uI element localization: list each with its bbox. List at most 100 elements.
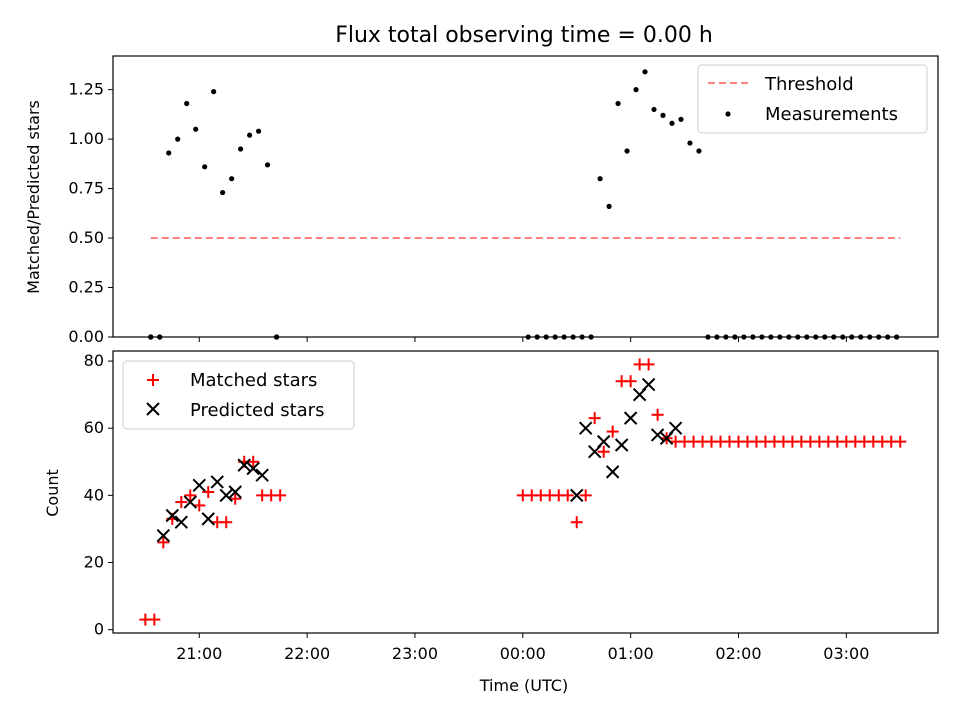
top-measurement-point (678, 116, 684, 122)
bottom-matched-point (202, 486, 215, 498)
top-ytick-label: 0.00 (68, 327, 104, 346)
top-ytick-label: 0.50 (68, 228, 104, 247)
bottom-predicted-point (623, 411, 638, 425)
bottom-xtick-label: 22:00 (284, 644, 330, 663)
bottom-matched-point (597, 445, 610, 458)
bottom-matched-point (193, 499, 206, 512)
legend-predicted-label: Predicted stars (190, 400, 324, 421)
bottom-predicted-point (210, 475, 224, 489)
bottom-xtick-label: 00:00 (500, 644, 546, 663)
top-ytick-label: 1.25 (68, 80, 104, 99)
bottom-matched-point (247, 455, 260, 468)
bottom-matched-point (220, 516, 233, 529)
bottom-ylabel: Count (43, 469, 62, 517)
bottom-predicted-point (641, 377, 656, 392)
top-measurement-point (202, 164, 208, 170)
bottom-ytick-label: 60 (84, 418, 104, 437)
chart-title: Flux total observing time = 0.00 h (335, 23, 713, 48)
bottom-ytick-label: 0 (94, 620, 104, 639)
legend-threshold-label: Threshold (764, 74, 854, 95)
top-measurement-point (175, 136, 181, 142)
top-measurement-point (255, 128, 262, 134)
top-plot-frame (112, 55, 939, 338)
bottom-predicted-point (156, 528, 171, 543)
legend-measurements-marker (725, 111, 731, 117)
bottom-predicted-point (219, 488, 233, 503)
top-measurement-point (229, 176, 235, 182)
bottom-legend-frame (122, 360, 355, 430)
bottom-predicted-point (605, 465, 620, 479)
bottom-xtick-label: 02:00 (715, 644, 761, 663)
top-measurement-point (633, 87, 639, 93)
top-legend-frame (697, 64, 928, 134)
bottom-predicted-point (579, 421, 593, 435)
bottom-matched-point (570, 516, 583, 529)
top-measurement-point (184, 100, 190, 107)
top-measurement-point (597, 176, 603, 182)
bottom-predicted-point (596, 434, 611, 449)
legend-measurements-label: Measurements (765, 104, 898, 125)
top-measurement-point (211, 89, 217, 95)
bottom-matched-point (579, 489, 592, 502)
legend-matched-marker (147, 374, 159, 386)
bottom-matched-point (175, 496, 188, 509)
bottom-xtick-label: 23:00 (392, 644, 438, 663)
bottom-matched-point (229, 492, 242, 505)
bottom-matched-point (148, 613, 161, 626)
bottom-xtick-label: 03:00 (823, 644, 869, 663)
bottom-predicted-point (570, 488, 584, 503)
top-ytick-label: 0.25 (68, 278, 104, 297)
bottom-predicted-point (668, 421, 683, 435)
top-measurement-point (166, 150, 172, 156)
bottom-matched-point (894, 435, 907, 448)
bottom-predicted-point (228, 485, 242, 499)
top-measurement-point (651, 106, 657, 113)
legend-matched-label: Matched stars (190, 370, 317, 391)
top-measurement-point (615, 100, 621, 107)
bottom-matched-point (606, 425, 619, 438)
bottom-matched-point (642, 358, 655, 371)
top-measurement-point (642, 69, 648, 75)
bottom-legend: Matched stars Predicted stars (122, 360, 355, 430)
top-measurement-point (247, 132, 253, 138)
bottom-predicted-point (255, 468, 269, 482)
bottom-matched-point (184, 489, 197, 502)
bottom-matched-point (624, 375, 637, 388)
top-measurement-point (696, 148, 702, 154)
bottom-ytick-label: 80 (84, 351, 104, 370)
top-ytick-label: 0.75 (68, 179, 104, 198)
bottom-predicted-point (650, 428, 665, 442)
top-measurement-point (193, 126, 199, 132)
bottom-plot-frame (112, 350, 939, 634)
top-measurement-point (624, 148, 630, 154)
bottom-matched-point (651, 408, 664, 421)
bottom-predicted-point (614, 438, 629, 452)
top-ytick-label: 1.00 (68, 129, 104, 148)
bottom-predicted-point (165, 508, 180, 523)
top-measurement-point (220, 189, 226, 196)
bottom-plot-area: 0 20 40 60 80 21:00 22:00 23:00 00:00 01:00 02:00 0… (84, 351, 907, 663)
top-measurement-point (669, 120, 675, 126)
top-measurement-point (660, 112, 666, 118)
bottom-predicted-point (246, 461, 260, 476)
top-legend: Threshold Measurements (697, 64, 928, 134)
bottom-xlabel: Time (UTC) (479, 676, 568, 695)
top-measurement-point (264, 162, 271, 168)
bottom-matched-point (561, 489, 574, 502)
bottom-predicted-point (174, 515, 189, 529)
bottom-predicted-point (192, 478, 206, 492)
top-ylabel: Matched/Predicted stars (24, 100, 43, 294)
top-measurement-point (687, 140, 693, 146)
bottom-xtick-label: 21:00 (176, 644, 222, 663)
legend-predicted-marker (146, 402, 160, 416)
bottom-ytick-label: 20 (84, 553, 104, 572)
top-plot-area: 0.00 0.25 0.50 0.75 1.00 1.25 (68, 69, 901, 346)
top-measurement-point (238, 146, 244, 152)
top-measurement-point (606, 203, 612, 209)
bottom-predicted-point (201, 512, 215, 526)
bottom-matched-point (157, 536, 170, 549)
bottom-matched-point (274, 489, 287, 502)
bottom-predicted-point (183, 495, 197, 509)
bottom-xtick-label: 01:00 (608, 644, 654, 663)
bottom-matched-point (588, 412, 601, 425)
